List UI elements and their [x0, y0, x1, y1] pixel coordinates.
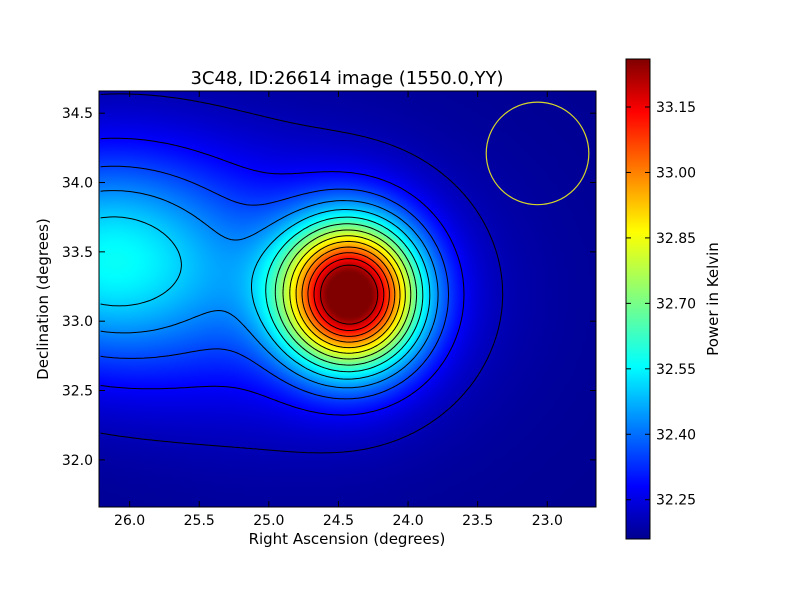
- contour-line: [313, 258, 385, 331]
- colorbar: 32.25 32.40 32.55 32.70 32.85 33.00 33.15 Powe…: [625, 58, 722, 540]
- colorbar-tick-label: 32.70: [656, 296, 696, 312]
- chart-title: 3C48, ID:26614 image (1550.0,YY): [190, 68, 503, 89]
- y-tick-label: 34.0: [62, 176, 93, 192]
- y-tick-label: 33.0: [62, 314, 93, 330]
- x-tick-label: 23.0: [532, 513, 563, 529]
- x-axis: 26.0 25.5 25.0 24.5 24.0 23.5 23.0: [114, 91, 563, 529]
- y-axis: 32.0 32.5 33.0 33.5 34.0 34.5: [62, 106, 596, 469]
- colorbar-tick-label: 32.85: [656, 231, 696, 247]
- contour-line: [100, 209, 431, 380]
- contour-line: [100, 137, 465, 416]
- x-tick-label: 25.0: [253, 513, 284, 529]
- colorbar-ticks: 32.25 32.40 32.55 32.70 32.85 33.00 33.15: [626, 100, 696, 509]
- y-tick-label: 33.5: [62, 245, 93, 261]
- y-tick-label: 34.5: [62, 106, 93, 122]
- colorbar-tick-label: 32.25: [656, 493, 696, 509]
- contour-lines: [100, 93, 504, 454]
- heatmap-image: [99, 91, 596, 507]
- contour-line: [301, 246, 396, 343]
- contour-line: [282, 229, 412, 360]
- x-tick-label: 24.0: [392, 513, 423, 529]
- colorbar-tick-label: 32.40: [656, 427, 696, 443]
- plot-frame: [98, 90, 597, 508]
- contour-line: [320, 264, 379, 325]
- beam-circle: [485, 101, 590, 206]
- contour-line: [265, 216, 424, 373]
- y-axis-label: Declination (degrees): [34, 218, 52, 380]
- colorbar-gradient: [625, 58, 651, 540]
- x-axis-label: Right Ascension (degrees): [249, 530, 446, 548]
- colorbar-tick-label: 33.15: [656, 100, 696, 116]
- plot-area: [98, 90, 597, 508]
- colorbar-label: Power in Kelvin: [704, 242, 722, 356]
- contour-line: [274, 223, 418, 366]
- x-tick-label: 24.5: [323, 513, 354, 529]
- contour-line: [100, 93, 504, 454]
- x-tick-label: 26.0: [114, 513, 145, 529]
- contour-line: [100, 190, 439, 389]
- contour-line: [100, 165, 449, 400]
- contour-line: [295, 240, 401, 349]
- x-tick-label: 23.5: [462, 513, 493, 529]
- y-tick-label: 32.5: [62, 384, 93, 400]
- contour-line: [307, 252, 390, 337]
- contour-line: [289, 235, 406, 354]
- y-tick-label: 32.0: [62, 453, 93, 469]
- colorbar-tick-label: 32.55: [656, 362, 696, 378]
- colorbar-tick-label: 33.00: [656, 165, 696, 181]
- x-tick-label: 25.5: [184, 513, 215, 529]
